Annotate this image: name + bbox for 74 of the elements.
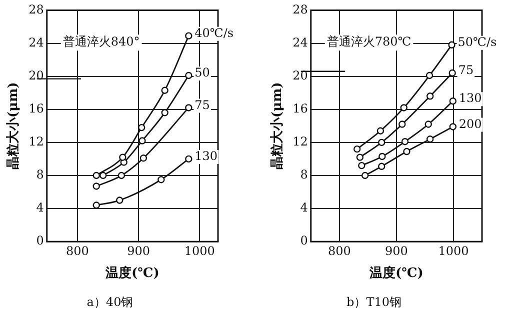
- text: b）T10钢: [346, 294, 402, 309]
- series-label: 40℃/s: [194, 26, 234, 40]
- y-tick-label: 0: [300, 234, 308, 248]
- series-label: 50℃/s: [458, 35, 497, 50]
- point: [426, 136, 434, 143]
- series-label: 200: [458, 116, 482, 131]
- point: [92, 172, 100, 180]
- y-tick-label: 0: [36, 234, 44, 248]
- point: [116, 196, 124, 204]
- point: [185, 104, 192, 112]
- y-tick-label: 8: [300, 168, 308, 182]
- point: [448, 41, 456, 49]
- point: [92, 202, 100, 209]
- point: [158, 176, 165, 184]
- point: [378, 138, 386, 146]
- y-tick-label: 28: [292, 2, 308, 16]
- y-tick-label: 28: [28, 2, 44, 16]
- point: [185, 72, 192, 80]
- point: [401, 138, 409, 146]
- point: [138, 124, 146, 132]
- point: [161, 86, 168, 94]
- point: [398, 120, 406, 128]
- point: [118, 172, 126, 180]
- point: [376, 127, 384, 134]
- point: [185, 155, 192, 163]
- point: [378, 162, 386, 170]
- x-axis-title: 温度(℃): [104, 265, 160, 282]
- point: [358, 162, 366, 170]
- point: [361, 172, 369, 180]
- ref-line-label: 普通淬火780℃: [326, 34, 412, 49]
- series-label: 50: [194, 66, 210, 80]
- y-tick-label: 16: [28, 101, 44, 116]
- y-tick-label: 16: [292, 101, 308, 116]
- series-label: 130: [458, 91, 482, 106]
- ref-line-label: 普通淬火840°: [62, 34, 140, 49]
- series-label: 75: [458, 63, 474, 78]
- point: [400, 104, 408, 112]
- point: [138, 137, 146, 144]
- y-tick-label: 12: [28, 134, 44, 149]
- point: [100, 172, 107, 180]
- y-tick-label: 4: [36, 200, 44, 215]
- y-tick-label: 8: [36, 168, 44, 182]
- x-tick-label: 800: [66, 244, 89, 258]
- y-axis-title: 晶粒大小(μm): [6, 82, 22, 170]
- y-tick-label: 12: [292, 134, 308, 149]
- y-tick-label: 24: [292, 35, 308, 50]
- x-tick-label: 900: [384, 244, 408, 258]
- point: [353, 145, 361, 153]
- text: a）40钢: [86, 294, 134, 309]
- series-label: 130: [194, 149, 218, 164]
- point: [119, 154, 126, 161]
- point: [448, 69, 456, 77]
- point: [424, 120, 432, 128]
- x-axis-title: 温度(℃): [368, 265, 424, 282]
- y-tick-label: 24: [28, 35, 44, 50]
- x-tick-label: 900: [127, 244, 150, 258]
- point: [140, 154, 148, 162]
- series-label: 75: [194, 98, 210, 112]
- point: [426, 72, 434, 80]
- point: [449, 123, 457, 130]
- point: [92, 182, 100, 190]
- x-tick-label: 800: [328, 244, 351, 258]
- y-tick-label: 20: [28, 68, 44, 82]
- point: [426, 92, 434, 100]
- point: [161, 109, 168, 116]
- point: [356, 154, 364, 161]
- point: [403, 148, 410, 156]
- x-tick-label: 1000: [438, 244, 469, 258]
- point: [449, 98, 457, 105]
- x-tick-label: 1000: [184, 244, 215, 258]
- y-tick-label: 4: [300, 200, 308, 215]
- point: [378, 152, 386, 160]
- y-axis-title: 晶粒大小(μm): [270, 82, 286, 170]
- point: [185, 32, 192, 40]
